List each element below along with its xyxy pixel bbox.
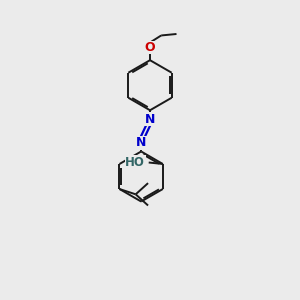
Text: O: O — [145, 41, 155, 54]
Text: N: N — [136, 136, 146, 149]
Text: N: N — [145, 112, 155, 126]
Text: HO: HO — [125, 156, 145, 169]
